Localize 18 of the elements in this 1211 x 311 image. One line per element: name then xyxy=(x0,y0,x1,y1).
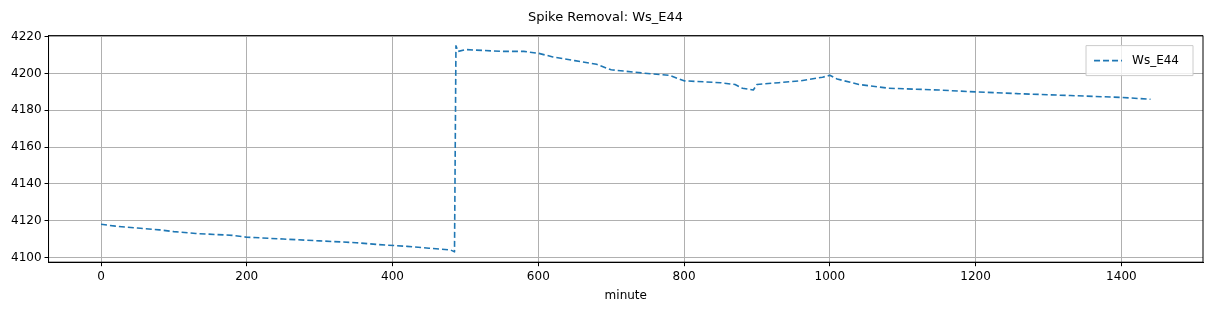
x-axis-title: minute xyxy=(604,287,647,302)
y-tick-label: 4220 xyxy=(10,28,42,43)
y-tick-label: 4140 xyxy=(10,175,42,190)
legend-label: Ws_E44 xyxy=(1132,52,1179,67)
x-tick-label: 1000 xyxy=(814,268,846,283)
y-tick-label: 4160 xyxy=(10,139,42,154)
x-tick-label: 1400 xyxy=(1106,268,1137,283)
y-tick-label: 4200 xyxy=(10,65,42,80)
y-tick-label: 4180 xyxy=(10,102,42,117)
x-tick-label: 1200 xyxy=(960,268,991,283)
x-tick-label: 600 xyxy=(526,268,550,283)
chart-title: Spike Removal: Ws_E44 xyxy=(527,9,684,25)
y-tick-label: 4120 xyxy=(10,212,42,227)
x-tick-label: 200 xyxy=(235,268,259,283)
x-tick-label: 400 xyxy=(381,268,404,283)
x-tick-label: 0 xyxy=(97,268,105,283)
y-tick-label: 4100 xyxy=(10,249,42,264)
x-tick-label: 800 xyxy=(672,268,696,283)
